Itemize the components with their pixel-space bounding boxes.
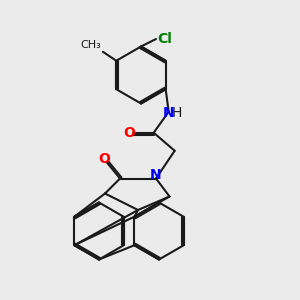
Text: O: O (98, 152, 110, 166)
Text: N: N (150, 168, 162, 182)
Text: O: O (123, 126, 135, 140)
Text: Cl: Cl (158, 32, 172, 46)
Text: H: H (172, 106, 182, 120)
Text: CH₃: CH₃ (81, 40, 101, 50)
Text: N: N (163, 106, 175, 120)
